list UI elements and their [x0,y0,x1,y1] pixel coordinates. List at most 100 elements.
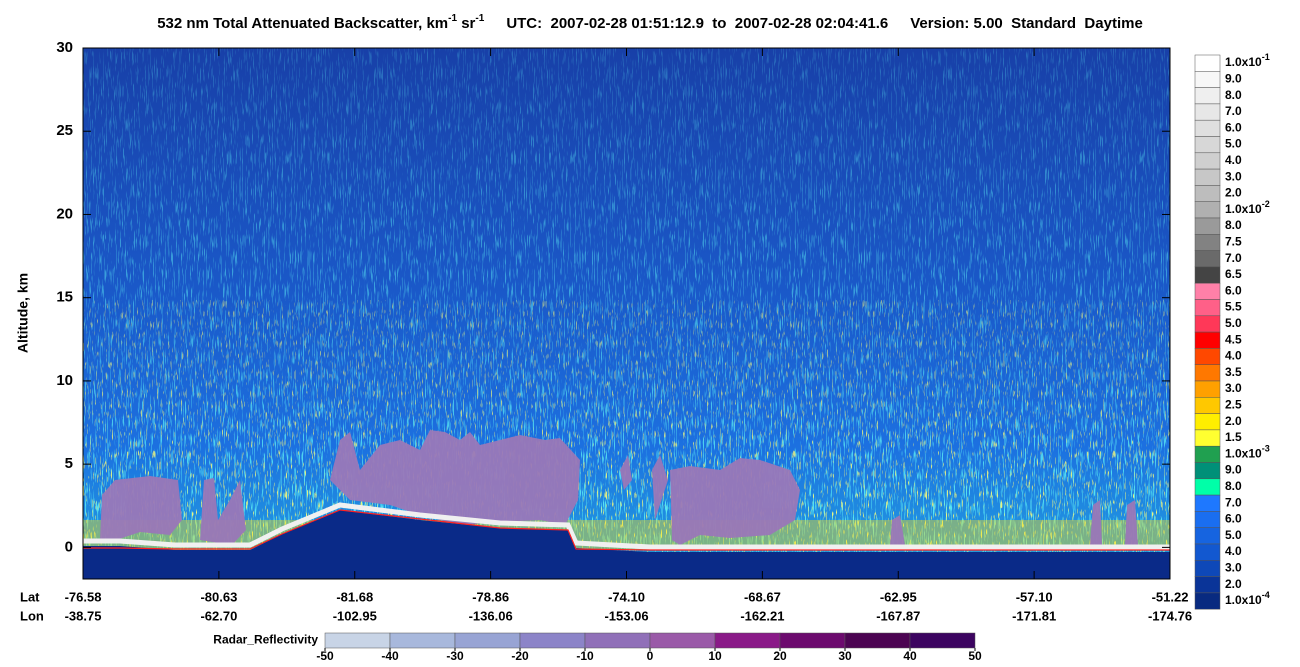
chart-title: 532 nm Total Attenuated Backscatter, km-… [157,13,1143,32]
colorbar-label: 3.0 [1225,169,1242,183]
radar-swatch [844,632,911,649]
colorbar-swatch [1194,103,1221,121]
colorbar-label: 9.0 [1225,463,1242,477]
colorbar-label: 7.0 [1225,251,1242,265]
colorbar-label-text: 1.5 [1225,430,1242,444]
colorbar-label: 6.0 [1225,121,1242,135]
colorbar-label: 3.0 [1225,561,1242,575]
radar-tick-label: 50 [968,649,982,663]
colorbar-label-text: 3.0 [1225,381,1242,395]
colorbar-label-text: 4.0 [1225,349,1242,363]
colorbar-swatch [1194,445,1221,463]
radar-swatch [389,632,456,649]
colorbar-swatch [1194,168,1221,186]
colorbar-swatch [1194,331,1221,349]
radar-swatch [324,632,391,649]
lon-label: -38.75 [65,608,102,623]
colorbar-label-text: 9.0 [1225,72,1242,86]
colorbar-label: 4.5 [1225,332,1242,346]
colorbar-swatch [1194,234,1221,251]
colorbar-swatch [1194,478,1221,496]
colorbar-label: 2.0 [1225,414,1242,428]
colorbar-label: 1.0x10-2 [1225,199,1270,216]
colorbar-label: 3.5 [1225,365,1242,379]
noise-yellow [83,300,1170,579]
colorbar-label-text: 8.0 [1225,218,1242,232]
radar-swatch [909,632,976,649]
lat-label: -76.58 [65,589,102,604]
colorbar-label-text: 4.5 [1225,332,1242,346]
radar-swatch [779,632,846,649]
colorbar-label-text: 4.0 [1225,153,1242,167]
colorbar-label: 2.0 [1225,577,1242,591]
colorbar-label-text: 6.0 [1225,284,1242,298]
title-product: 532 nm Total Attenuated Backscatter, km [157,15,448,32]
colorbar-swatch [1194,282,1221,300]
lon-label: -102.95 [333,608,377,623]
y-axis-label: Altitude, km [15,273,31,353]
title-exponent: -1 [448,13,457,24]
colorbar-swatch [1194,364,1221,382]
colorbar-swatch [1194,299,1221,317]
lon-label: -174.76 [1148,608,1192,623]
colorbar-swatch [1194,397,1221,414]
plot-image [83,48,1170,579]
colorbar-swatch [1194,201,1221,219]
colorbar-swatch [1194,348,1221,365]
radar-swatch [454,632,521,649]
radar-tick-label: 40 [903,649,917,663]
radar-tick-label: 20 [773,649,787,663]
y-tick-label: 15 [56,289,73,306]
colorbar-label-text: 3.0 [1225,561,1242,575]
y-tick-label: 20 [56,205,73,222]
colorbar-label-text: 7.0 [1225,104,1242,118]
colorbar-label: 3.0 [1225,381,1242,395]
x-row-label: Lat [20,589,40,604]
colorbar-label-text: 8.0 [1225,479,1242,493]
lon-label: -153.06 [604,608,648,623]
colorbar-label: 2.0 [1225,186,1242,200]
colorbar-label-text: 6.0 [1225,121,1242,135]
colorbar-label-text: 7.0 [1225,495,1242,509]
title-version: Version: 5.00 Standard Daytime [910,15,1143,32]
radar-swatch [714,632,781,649]
colorbar-label: 9.0 [1225,72,1242,86]
radar-tick-label: -50 [316,649,334,663]
surface-elevation [83,509,1170,551]
colorbar-label-text: 5.0 [1225,316,1242,330]
lat-label: -57.10 [1016,589,1053,604]
radar-tick-label: 30 [838,649,852,663]
colorbar-swatch [1194,119,1221,137]
lat-label: -51.22 [1152,589,1189,604]
lat-label: -80.63 [200,589,237,604]
colorbar-label: 4.0 [1225,153,1242,167]
colorbar-swatch [1194,54,1221,72]
colorbar-swatch [1194,217,1221,235]
subsurface [83,510,1170,579]
radar-tick-label: -40 [381,649,399,663]
colorbar-label-text: 5.0 [1225,528,1242,542]
colorbar-swatch [1194,152,1221,170]
lat-label: -74.10 [608,589,645,604]
colorbar-label-text: 7.0 [1225,251,1242,265]
colorbar-label-exponent: -3 [1262,444,1270,454]
colorbar-label: 5.5 [1225,300,1242,314]
colorbar-label-text: 7.5 [1225,235,1242,249]
colorbar-label-text: 5.5 [1225,300,1242,314]
colorbar-label: 7.0 [1225,104,1242,118]
colorbar-label: 1.0x10-1 [1225,53,1270,70]
colorbar-label: 6.0 [1225,512,1242,526]
radar-swatch [519,632,586,649]
title-unit: sr [457,15,476,32]
colorbar-label-exponent: -1 [1262,53,1270,63]
colorbar-swatch [1194,71,1221,88]
colorbar-swatch [1194,527,1221,545]
surface-return [83,502,1170,550]
colorbar-label-exponent: -4 [1262,590,1270,600]
colorbar-swatch [1194,315,1221,333]
colorbar-label: 5.0 [1225,528,1242,542]
colorbar-label-text: 2.0 [1225,186,1242,200]
title-utc: UTC: 2007-02-28 01:51:12.9 to 2007-02-28… [506,15,888,32]
colorbar-swatch [1194,560,1221,577]
